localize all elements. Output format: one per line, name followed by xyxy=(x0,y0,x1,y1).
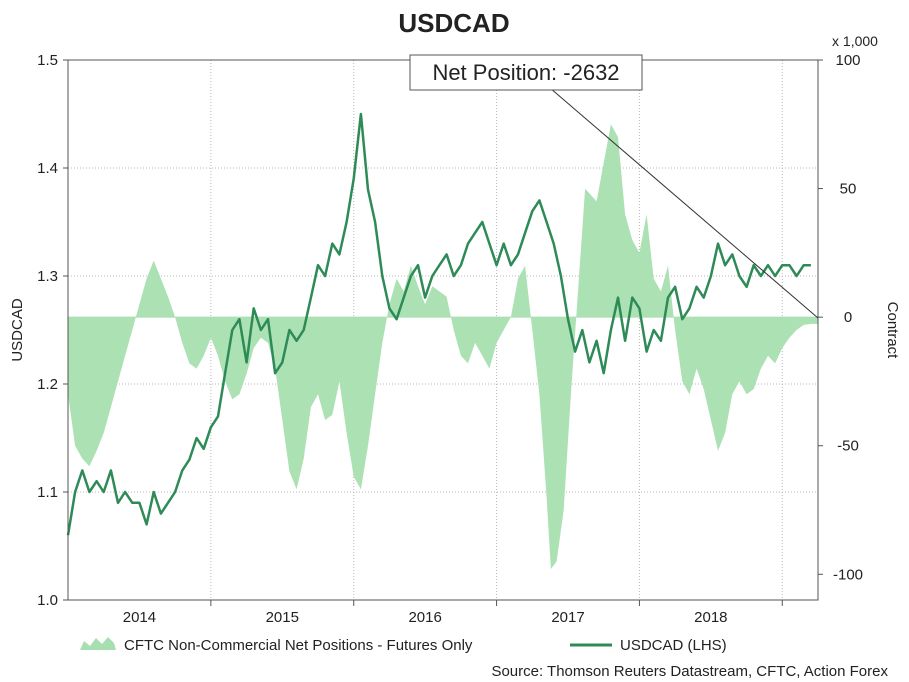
left-tick-label: 1.5 xyxy=(37,52,58,69)
right-axis-label: Contract xyxy=(884,302,901,360)
left-tick-label: 1.3 xyxy=(37,268,58,285)
right-tick-label: -50 xyxy=(837,438,859,455)
right-tick-label: 0 xyxy=(844,309,852,326)
net-positions-area-path xyxy=(68,124,818,570)
legend-area-label: CFTC Non-Commercial Net Positions - Futu… xyxy=(124,637,473,654)
left-axis-ticks: 1.0 1.1 1.2 1.3 1.4 1.5 xyxy=(37,52,68,609)
net-positions-area xyxy=(68,124,818,570)
legend-line-label: USDCAD (LHS) xyxy=(620,637,727,654)
right-tick-label: 100 xyxy=(835,52,860,69)
x-axis-ticks: 2014 2015 2016 2017 2018 xyxy=(123,600,783,626)
annotation-box xyxy=(409,54,643,91)
left-tick-label: 1.4 xyxy=(37,160,58,177)
annotation-label: Net Position: -2632 xyxy=(432,60,619,85)
x-tick-label: 2018 xyxy=(694,609,727,626)
source-note: Source: Thomson Reuters Datastream, CFTC… xyxy=(491,663,888,680)
right-tick-label: -100 xyxy=(833,566,863,583)
right-axis-unit: x 1,000 xyxy=(832,33,878,49)
x-tick-label: 2016 xyxy=(408,609,441,626)
usdcad-line-path xyxy=(66,112,811,536)
x-tick-label: 2015 xyxy=(266,609,299,626)
left-tick-label: 1.0 xyxy=(37,592,58,609)
legend-area-swatch xyxy=(80,637,116,650)
x-tick-label: 2014 xyxy=(123,609,156,626)
right-tick-label: 50 xyxy=(840,181,857,198)
left-tick-label: 1.1 xyxy=(37,484,58,501)
x-tick-label: 2017 xyxy=(551,609,584,626)
usdcad-line xyxy=(66,112,811,536)
chart-title: USDCAD xyxy=(398,8,509,38)
left-axis-label: USDCAD xyxy=(9,298,26,362)
annotation-pointer xyxy=(549,87,819,319)
right-axis-ticks: -100 -50 0 50 100 xyxy=(818,52,863,583)
left-tick-label: 1.2 xyxy=(37,376,58,393)
